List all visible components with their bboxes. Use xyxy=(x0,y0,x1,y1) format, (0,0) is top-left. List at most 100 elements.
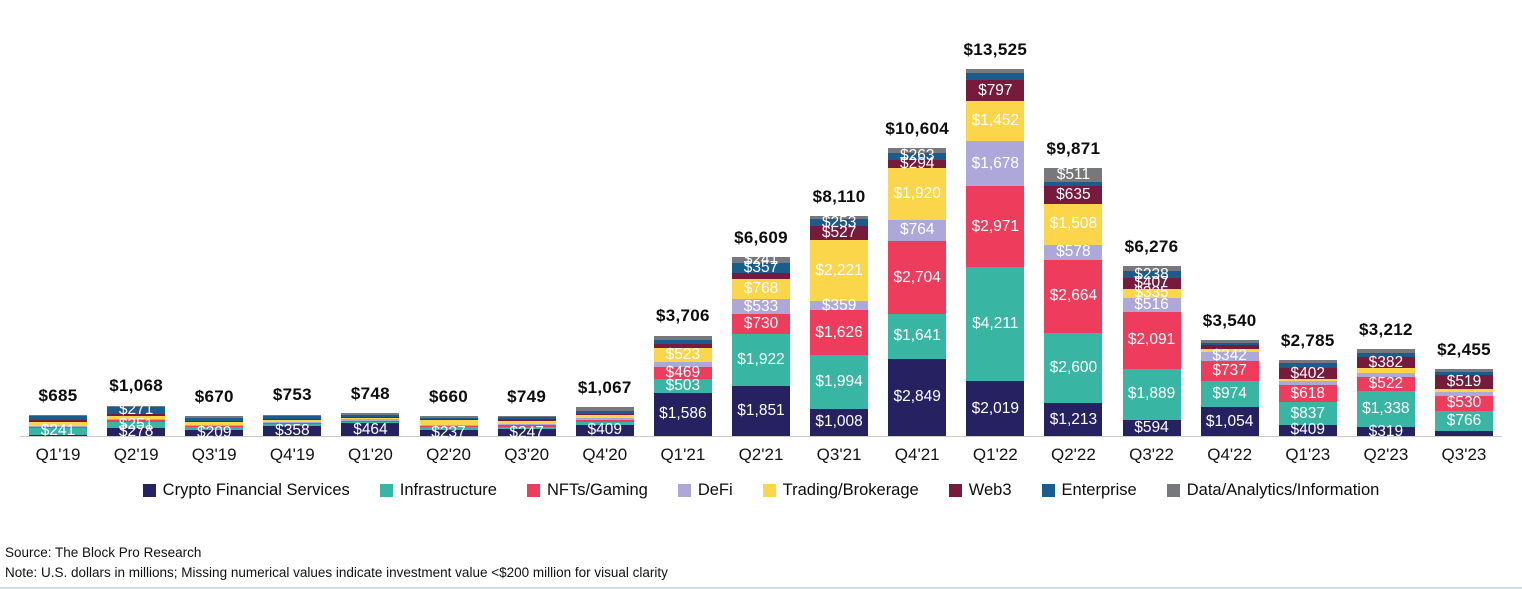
segment-value-label: $1,851 xyxy=(737,401,785,419)
bar-segment xyxy=(1356,348,1415,354)
bar-total-label: $6,276 xyxy=(1124,236,1179,256)
bar-segment xyxy=(888,148,947,153)
bar-segment xyxy=(185,421,244,423)
bar-segment: $409 xyxy=(1278,421,1337,438)
legend-label: DeFi xyxy=(697,481,733,499)
segment-value-label: $1,678 xyxy=(971,154,1020,172)
bar-column: $3,212 $319 $1,338 $522 $382 xyxy=(1348,0,1424,440)
bar-segment: $516 xyxy=(1122,295,1181,313)
segment-value-label: $2,849 xyxy=(893,388,941,406)
segment-value-label: $533 xyxy=(743,297,779,315)
x-axis-label: Q4'20 xyxy=(582,445,628,464)
bar-column: $660 $237 xyxy=(411,0,487,441)
segment-value-label: $409 xyxy=(587,421,623,439)
bar-segment: $2,849 xyxy=(888,358,947,436)
bar-segment xyxy=(1356,367,1415,373)
bar-stack: $209 xyxy=(185,416,244,441)
x-axis-label: Q4'19 xyxy=(269,445,315,464)
bar-segment: $241 xyxy=(731,251,790,268)
bar-total-label: $8,110 xyxy=(812,186,866,206)
segment-value-label: $594 xyxy=(1134,418,1169,436)
bar-segment xyxy=(653,335,712,340)
bar-stack: $766 $530 $519 xyxy=(1434,369,1493,436)
bar-segment: $1,851 xyxy=(731,385,790,436)
bar-segment: $409 xyxy=(575,421,634,438)
bar-segment xyxy=(341,421,400,424)
bar-segment xyxy=(1200,340,1259,344)
segment-value-label: $730 xyxy=(743,314,779,332)
bar-column: $748 $464 xyxy=(332,0,408,438)
x-axis-label: Q2'22 xyxy=(1051,445,1096,464)
bar-segment: $1,994 xyxy=(810,354,869,409)
x-axis-label: Q1'20 xyxy=(348,445,393,464)
segment-value-label: $464 xyxy=(353,420,388,438)
bar-segment xyxy=(575,407,634,412)
bar-column: $3,540 $1,054 $974 $737 $342 xyxy=(1192,0,1268,436)
bar-segment xyxy=(29,425,87,427)
segment-value-label: $253 xyxy=(821,213,857,231)
bar-segment xyxy=(185,417,244,422)
bar-segment: $2,704 xyxy=(888,240,947,315)
bar-segment: $335 xyxy=(1122,284,1181,301)
bar-stack: $1,054 $974 $737 $342 xyxy=(1200,340,1259,436)
segment-value-label: $407 xyxy=(1134,274,1169,292)
segment-value-label: $516 xyxy=(1134,295,1169,313)
bar-segment: $407 xyxy=(1122,274,1181,291)
segment-value-label: $2,971 xyxy=(971,217,1020,235)
bar-total-label: $1,068 xyxy=(109,376,163,396)
bar-segment: $342 xyxy=(1200,347,1259,364)
bar-segment: $358 xyxy=(263,422,322,439)
legend-item: Data/Analytics/Information xyxy=(1166,481,1379,500)
legend-label: Trading/Brokerage xyxy=(782,481,919,499)
bar-segment xyxy=(1356,372,1415,377)
bar-segment xyxy=(497,419,556,421)
bar-total-label: $749 xyxy=(507,386,547,406)
bar-segment xyxy=(29,426,87,429)
bar-segment xyxy=(263,424,322,427)
bar-total-label: $3,540 xyxy=(1202,310,1257,330)
source-note: Source: The Block Pro Research xyxy=(5,545,202,560)
bar-segment: $764 xyxy=(888,220,947,241)
segment-value-label: $1,920 xyxy=(893,185,941,203)
segment-value-label: $2,221 xyxy=(815,261,863,279)
bar-segment: $1,678 xyxy=(966,140,1025,187)
segment-value-label: $1,508 xyxy=(1049,215,1098,233)
bar-segment xyxy=(653,344,712,348)
bar-segment xyxy=(419,417,478,420)
x-axis-label: Q3'23 xyxy=(1441,445,1487,464)
legend-label: Crypto Financial Services xyxy=(162,481,350,499)
bar-stack: $1,586 $503 $469 $523 xyxy=(653,335,712,436)
bar-segment: $357 xyxy=(731,259,790,276)
segment-value-label: $357 xyxy=(743,259,779,277)
segment-value-label: $519 xyxy=(1446,373,1482,391)
legend-item: Infrastructure xyxy=(379,481,497,500)
segment-value-label: $1,922 xyxy=(737,350,785,368)
bar-segment: $503 xyxy=(653,377,712,394)
bar-segment xyxy=(1044,182,1103,187)
x-axis-label: Q1'21 xyxy=(660,445,706,464)
bar-segment: $766 xyxy=(1434,410,1493,432)
bar-segment xyxy=(29,416,87,421)
bar-segment xyxy=(497,423,556,426)
x-axis-label: Q3'22 xyxy=(1129,445,1174,464)
bar-segment: $271 xyxy=(107,401,166,418)
bar-segment xyxy=(263,421,322,423)
segment-value-label: $382 xyxy=(1368,353,1404,371)
bar-total-label: $3,212 xyxy=(1358,319,1413,339)
segment-value-label: $2,091 xyxy=(1127,331,1176,349)
bar-segment: $594 xyxy=(1122,418,1181,436)
segment-value-label: $1,452 xyxy=(971,112,1020,130)
bar-segment: $527 xyxy=(810,224,869,241)
bar-segment: $533 xyxy=(731,297,790,315)
bar-segment xyxy=(497,415,556,418)
bar-segment xyxy=(653,339,712,345)
segment-value-label: $974 xyxy=(1212,385,1247,403)
bar-segment xyxy=(1434,391,1493,397)
bar-segment: $263 xyxy=(888,147,947,164)
bar-segment: $1,626 xyxy=(810,310,869,355)
legend-swatch-icon xyxy=(379,484,393,497)
bar-stack: $241 xyxy=(29,414,87,439)
bar-segment: $469 xyxy=(653,364,712,381)
bar-segment: $1,889 xyxy=(1122,368,1181,420)
bar-segment xyxy=(341,417,400,420)
